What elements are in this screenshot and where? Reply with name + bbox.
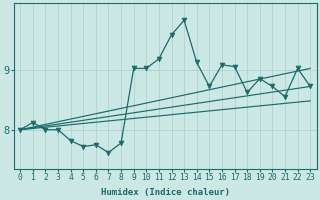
X-axis label: Humidex (Indice chaleur): Humidex (Indice chaleur) [101, 188, 230, 197]
